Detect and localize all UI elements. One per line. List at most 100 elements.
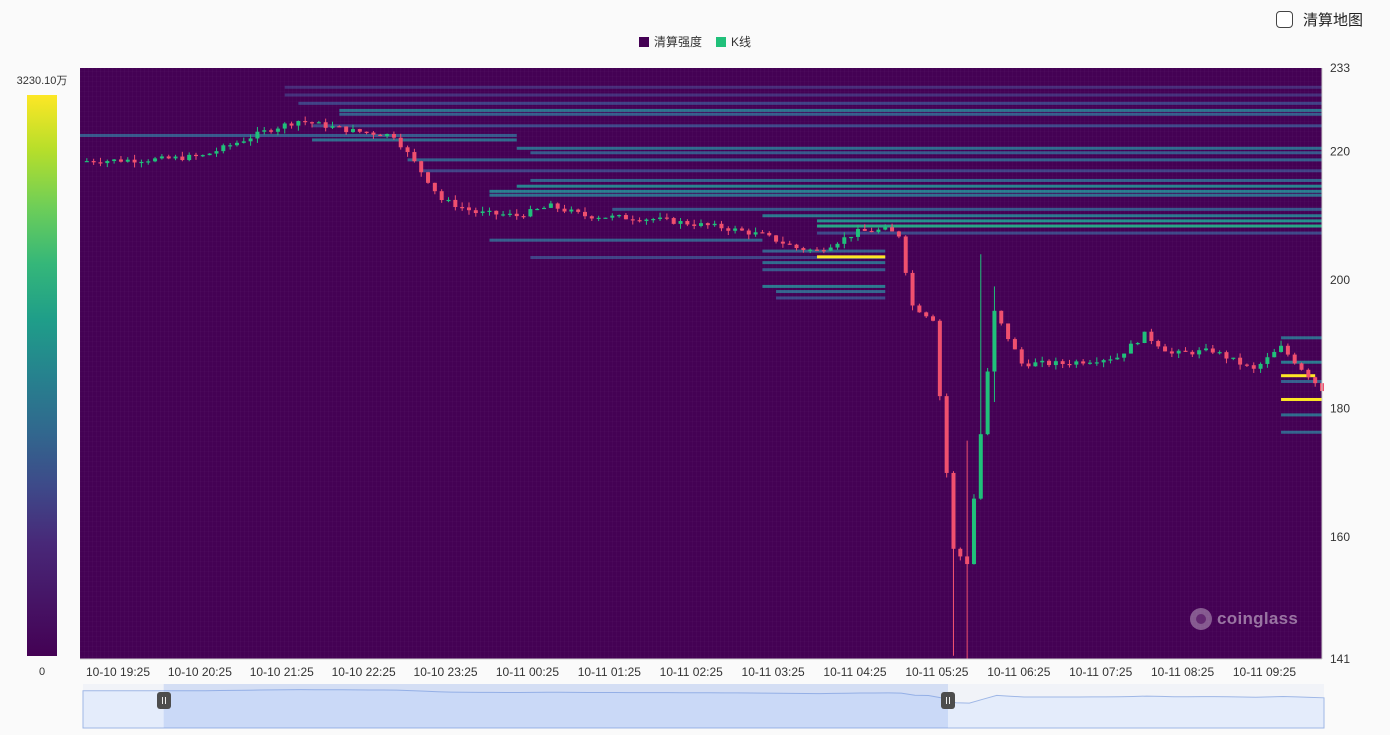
candle-body — [391, 133, 396, 138]
candle-body — [514, 213, 519, 217]
candle-body — [412, 152, 417, 162]
candle-body — [1019, 349, 1024, 364]
candle-body — [330, 126, 335, 128]
candle-body — [671, 218, 676, 224]
heatmap-row-stripe — [80, 101, 1322, 102]
candle-body — [890, 227, 895, 232]
candle-body — [1313, 377, 1318, 384]
candle-body — [323, 122, 328, 128]
candle-body — [1142, 331, 1147, 343]
candle-body — [596, 217, 601, 220]
candle-body — [692, 224, 697, 226]
coinglass-logo-icon — [1190, 608, 1212, 630]
candle-body — [501, 214, 506, 216]
range-slider-left-handle[interactable] — [156, 692, 171, 709]
candle-body — [623, 215, 628, 220]
liquidation-band — [762, 261, 886, 265]
heatmap-row-stripe — [80, 291, 1322, 292]
liquidation-band — [80, 133, 517, 137]
heatmap-row-stripe — [80, 201, 1322, 202]
heatmap-row-stripe — [80, 231, 1322, 232]
candle-body — [296, 121, 301, 126]
liquidation-band — [339, 112, 1322, 116]
candle-body — [282, 123, 287, 129]
legend-swatch-intensity — [638, 36, 649, 47]
heatmap-row-stripe — [80, 516, 1322, 517]
candle-body — [159, 156, 164, 159]
range-slider-right-handle[interactable] — [940, 692, 955, 709]
candle-body — [944, 396, 949, 473]
candle-body — [1258, 363, 1263, 369]
liquidation-map-toggle[interactable]: 清算地图 — [1276, 8, 1363, 30]
heatmap-row-stripe — [80, 131, 1322, 132]
candle-body — [733, 228, 738, 231]
candle-body — [876, 229, 881, 232]
candle-body — [234, 142, 239, 146]
heatmap-row-stripe — [80, 396, 1322, 397]
candle-body — [924, 312, 929, 317]
candle-body — [1074, 361, 1079, 365]
candle-body — [603, 217, 608, 219]
candle-body — [1012, 339, 1017, 350]
heatmap-row-stripe — [80, 161, 1322, 162]
heatmap-row-stripe — [80, 381, 1322, 382]
candle-body — [507, 213, 512, 215]
candle-body — [821, 250, 826, 252]
visual-map-gradient-bar[interactable] — [27, 95, 57, 656]
candle-body — [610, 215, 615, 218]
candle-body — [385, 133, 390, 137]
liquidation-band — [1281, 360, 1322, 364]
candle-body — [896, 231, 901, 237]
candle-body — [1210, 348, 1215, 353]
x-axis-tick-label: 10-11 03:25 — [742, 665, 805, 679]
candle-body — [207, 153, 212, 156]
heatmap-row-stripe — [80, 91, 1322, 92]
candle-body — [883, 227, 888, 230]
liquidation-band — [421, 169, 1322, 173]
candle-body — [931, 316, 936, 321]
candle-body — [1197, 350, 1202, 355]
candle-body — [903, 236, 908, 273]
liquidation-band — [1281, 336, 1322, 340]
legend-item-kline[interactable]: K线 — [716, 33, 751, 50]
candle-body — [617, 215, 622, 217]
heatmap-row-stripe — [80, 441, 1322, 442]
liquidation-band — [612, 207, 1322, 211]
candle-body — [1190, 351, 1195, 355]
candle-body — [705, 223, 710, 226]
y-axis-tick-label: 180 — [1330, 401, 1350, 415]
heatmap-row-stripe — [80, 656, 1322, 657]
candle-body — [1203, 348, 1208, 351]
coinglass-watermark: coinglass — [1190, 608, 1298, 630]
heatmap-row-stripe — [80, 426, 1322, 427]
candle-body — [1101, 360, 1106, 363]
heatmap-row-stripe — [80, 251, 1322, 252]
candle-body — [808, 249, 813, 251]
candle-body — [378, 134, 383, 137]
heatmap-row-stripe — [80, 361, 1322, 362]
candle-body — [780, 241, 785, 244]
legend-label-intensity: 清算强度 — [653, 35, 702, 49]
range-slider-selection — [163, 684, 948, 728]
candle-body — [999, 310, 1004, 324]
legend-item-intensity[interactable]: 清算强度 — [638, 33, 702, 50]
candle-body — [453, 199, 458, 208]
heatmap-row-stripe — [80, 316, 1322, 317]
x-axis-tick-label: 10-10 20:25 — [168, 665, 232, 679]
candle-body — [1006, 323, 1011, 340]
candle-body — [1265, 357, 1270, 364]
candle-body — [460, 207, 465, 209]
heatmap-row-stripe — [80, 296, 1322, 297]
checkbox-icon[interactable] — [1276, 10, 1293, 28]
candle-body — [774, 235, 779, 242]
candle-body — [289, 123, 294, 126]
heatmap-row-stripe — [80, 141, 1322, 142]
candle-body — [432, 182, 437, 192]
candle-body — [958, 548, 963, 557]
candle-body — [139, 161, 144, 164]
candle-body — [118, 159, 123, 162]
heatmap-row-stripe — [80, 306, 1322, 307]
candle-body — [562, 208, 567, 212]
heatmap-row-stripe — [80, 521, 1322, 522]
